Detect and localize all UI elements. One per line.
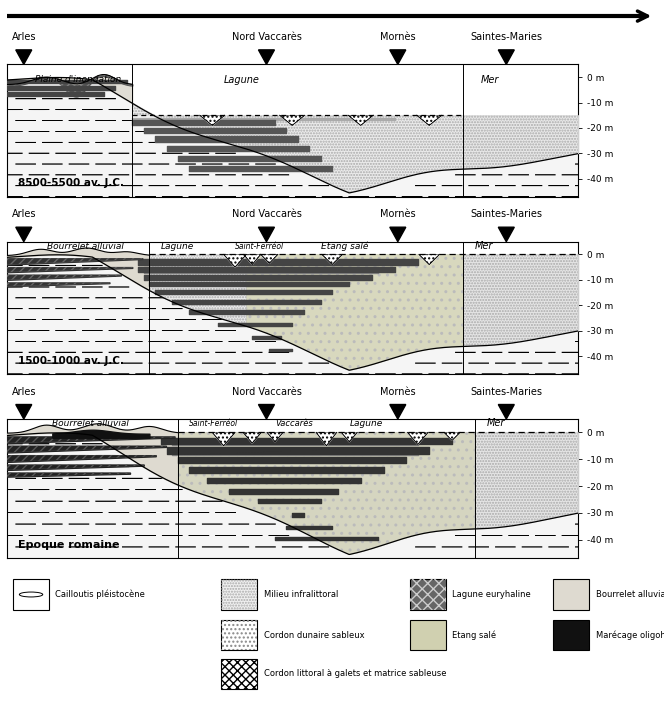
Text: Saintes-Maries: Saintes-Maries	[470, 32, 542, 42]
Text: Mer: Mer	[475, 240, 493, 250]
Bar	[221, 579, 257, 609]
Text: Saint-Ferréol: Saint-Ferréol	[235, 242, 284, 250]
Text: Plaine d'inondation: Plaine d'inondation	[35, 74, 122, 84]
Polygon shape	[498, 50, 515, 64]
Text: Lagune: Lagune	[224, 74, 260, 84]
Bar	[221, 621, 257, 651]
Polygon shape	[16, 227, 32, 242]
Polygon shape	[200, 115, 225, 125]
Text: Cordon littoral à galets et matrice sableuse: Cordon littoral à galets et matrice sabl…	[264, 669, 446, 679]
Text: Etang salé: Etang salé	[452, 631, 497, 640]
Text: Nord Vaccarès: Nord Vaccarès	[232, 32, 301, 42]
Polygon shape	[419, 255, 440, 265]
Bar	[13, 579, 49, 609]
Polygon shape	[416, 115, 442, 125]
Text: Mornès: Mornès	[380, 387, 416, 397]
Text: 1500-1000 av. J.C.: 1500-1000 av. J.C.	[18, 356, 124, 366]
Bar	[410, 621, 446, 651]
Polygon shape	[258, 405, 274, 419]
Polygon shape	[390, 405, 406, 419]
Bar	[553, 579, 589, 609]
Polygon shape	[390, 227, 406, 242]
Polygon shape	[267, 433, 283, 442]
Bar	[221, 659, 257, 689]
Text: Milieu infralittoral: Milieu infralittoral	[264, 590, 338, 599]
Bar	[221, 621, 257, 651]
Text: Arles: Arles	[11, 209, 36, 220]
Text: Nord Vaccarès: Nord Vaccarès	[232, 209, 301, 220]
Polygon shape	[322, 255, 343, 265]
Text: Bourrelet alluvial: Bourrelet alluvial	[46, 242, 124, 250]
Text: Saintes-Maries: Saintes-Maries	[470, 209, 542, 220]
Polygon shape	[390, 50, 406, 64]
Polygon shape	[258, 227, 274, 242]
Text: Epoque romaine: Epoque romaine	[18, 540, 120, 550]
Text: Lagune: Lagune	[349, 420, 382, 428]
Text: Mer: Mer	[481, 74, 499, 84]
Polygon shape	[280, 115, 305, 125]
Text: 8500-5500 av. J.C.: 8500-5500 av. J.C.	[18, 179, 124, 189]
Polygon shape	[316, 433, 337, 446]
Bar	[221, 659, 257, 689]
Polygon shape	[444, 433, 460, 440]
Text: Mornès: Mornès	[380, 209, 416, 220]
Text: Arles: Arles	[11, 32, 36, 42]
Text: Bourrelet alluvial: Bourrelet alluvial	[52, 420, 129, 428]
Polygon shape	[16, 405, 32, 419]
Text: Vaccarès: Vaccarès	[275, 420, 313, 428]
Polygon shape	[258, 50, 274, 64]
Text: Etang salé: Etang salé	[321, 241, 368, 250]
Text: Saint-Ferréol: Saint-Ferréol	[189, 420, 238, 428]
Polygon shape	[498, 405, 515, 419]
Text: Bourrelet alluvial: Bourrelet alluvial	[596, 590, 664, 599]
Polygon shape	[16, 50, 32, 64]
Text: Saintes-Maries: Saintes-Maries	[470, 387, 542, 397]
Bar	[221, 579, 257, 609]
Text: Cailloutis pléistocène: Cailloutis pléistocène	[56, 590, 145, 599]
Bar	[410, 579, 446, 609]
Text: Lagune: Lagune	[161, 242, 194, 250]
Polygon shape	[212, 433, 235, 446]
Polygon shape	[261, 255, 278, 263]
Text: Arles: Arles	[11, 387, 36, 397]
Polygon shape	[498, 227, 515, 242]
Polygon shape	[408, 433, 428, 445]
Bar	[553, 621, 589, 651]
Text: Cordon dunaire sableux: Cordon dunaire sableux	[264, 631, 365, 640]
Polygon shape	[243, 433, 262, 443]
Text: Mer: Mer	[486, 418, 505, 428]
Polygon shape	[244, 255, 261, 265]
Polygon shape	[341, 433, 357, 442]
Text: Lagune euryhaline: Lagune euryhaline	[452, 590, 531, 599]
Bar	[410, 579, 446, 609]
Circle shape	[19, 592, 42, 597]
Text: Mornès: Mornès	[380, 32, 416, 42]
Polygon shape	[224, 255, 246, 267]
Text: Nord Vaccarès: Nord Vaccarès	[232, 387, 301, 397]
Polygon shape	[348, 115, 373, 125]
Text: Marécage oligohalin: Marécage oligohalin	[596, 631, 664, 640]
